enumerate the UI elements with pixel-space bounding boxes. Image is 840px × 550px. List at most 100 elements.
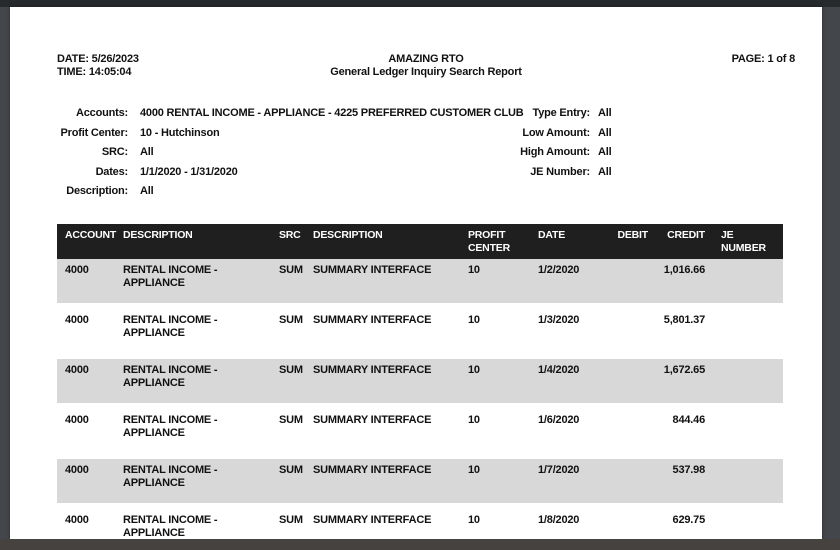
cell-date: 1/2/2020	[538, 264, 580, 276]
column-header-profit-center: PROFIT CENTER	[468, 229, 510, 254]
viewer-bottom-bar	[0, 539, 840, 550]
filter-label: JE Number:	[530, 165, 590, 178]
cell-src: SUM	[279, 514, 303, 526]
cell-profit-center: 10	[468, 264, 480, 276]
filter-label: Accounts:	[76, 107, 128, 119]
cell-description: RENTAL INCOME - APPLIANCE	[123, 314, 218, 339]
cell-account: 4000	[65, 364, 89, 376]
filter-row-profit-center: Profit Center: 10 - Hutchinson	[57, 127, 523, 147]
filter-label: Dates:	[95, 165, 129, 178]
filter-label: Description:	[66, 185, 128, 197]
cell-src: SUM	[279, 364, 303, 376]
table-row: 4000 RENTAL INCOME - APPLIANCE SUM SUMMA…	[57, 409, 783, 459]
cell-src: SUM	[279, 464, 303, 476]
column-header-credit: CREDIT	[667, 229, 705, 241]
filter-row-type-entry: Type Entry: All	[500, 107, 612, 127]
ledger-table: ACCOUNT DESCRIPTION SRC DESCRIPTION PROF…	[57, 224, 783, 539]
cell-src: SUM	[279, 414, 303, 426]
filter-value: All	[598, 107, 612, 119]
cell-credit: 1,672.65	[663, 364, 705, 376]
cell-debit	[596, 264, 648, 303]
cell-credit: 629.75	[672, 514, 705, 526]
column-header-description: DESCRIPTION	[123, 229, 193, 241]
cell-je-number	[705, 314, 783, 359]
filter-label: Low Amount:	[522, 126, 590, 139]
cell-description: RENTAL INCOME - APPLIANCE	[123, 364, 218, 389]
cell-description: RENTAL INCOME - APPLIANCE	[123, 264, 218, 289]
cell-date: 1/7/2020	[538, 464, 580, 476]
cell-credit: 537.98	[672, 464, 705, 476]
time-label: TIME:	[57, 66, 86, 78]
page-indicator: PAGE: 1 of 8	[585, 53, 796, 79]
filter-row-description: Description: All	[57, 185, 523, 205]
table-header-row: ACCOUNT DESCRIPTION SRC DESCRIPTION PROF…	[57, 224, 783, 259]
time-value: 14:05:04	[88, 66, 132, 78]
cell-profit-center: 10	[468, 514, 480, 526]
filter-value: 10 - Hutchinson	[140, 126, 220, 139]
column-header-date: DATE	[538, 229, 566, 241]
cell-account: 4000	[65, 414, 89, 426]
cell-credit: 1,016.66	[663, 264, 705, 276]
filter-panel-left: Accounts: 4000 RENTAL INCOME - APPLIANCE…	[57, 107, 524, 205]
report-header: DATE: 5/26/2023 TIME: 14:05:04 AMAZING R…	[57, 53, 795, 79]
cell-profit-center: 10	[468, 314, 480, 326]
table-row: 4000 RENTAL INCOME - APPLIANCE SUM SUMMA…	[57, 509, 783, 539]
table-row: 4000 RENTAL INCOME - APPLIANCE SUM SUMMA…	[57, 359, 783, 409]
column-header-src-description: DESCRIPTION	[313, 229, 383, 241]
filter-row-low-amount: Low Amount: All	[500, 127, 611, 147]
filter-row-high-amount: High Amount: All	[500, 146, 612, 166]
filter-label: Type Entry:	[532, 107, 591, 119]
cell-debit	[596, 514, 648, 539]
filter-value: All	[140, 185, 154, 197]
filter-panel-right: Type Entry: All Low Amount: All High Amo…	[500, 107, 612, 186]
report-datetime: DATE: 5/26/2023 TIME: 14:05:04	[57, 53, 267, 79]
cell-je-number	[705, 464, 783, 503]
report-title-block: AMAZING RTO General Ledger Inquiry Searc…	[267, 53, 585, 79]
column-header-src: SRC	[279, 229, 301, 241]
filter-row-dates: Dates: 1/1/2020 - 1/31/2020	[57, 166, 523, 186]
viewer-top-bar	[0, 0, 840, 7]
filter-label: Profit Center:	[60, 126, 129, 139]
cell-debit	[596, 314, 648, 359]
table-row: 4000 RENTAL INCOME - APPLIANCE SUM SUMMA…	[57, 309, 783, 359]
filter-value: 1/1/2020 - 1/31/2020	[140, 165, 238, 178]
column-header-account: ACCOUNT	[65, 229, 117, 241]
cell-credit: 844.46	[672, 414, 705, 426]
cell-date: 1/4/2020	[538, 364, 580, 376]
cell-je-number	[705, 414, 783, 459]
cell-date: 1/3/2020	[538, 314, 580, 326]
cell-src-description: SUMMARY INTERFACE	[313, 264, 432, 276]
filter-row-accounts: Accounts: 4000 RENTAL INCOME - APPLIANCE…	[57, 107, 524, 127]
cell-je-number	[705, 264, 783, 303]
page-label: PAGE:	[731, 53, 765, 65]
date-value: 5/26/2023	[91, 53, 139, 65]
filter-value: All	[598, 126, 612, 139]
cell-account: 4000	[65, 514, 89, 526]
filter-label: High Amount:	[520, 146, 590, 158]
column-header-je-number: JE NUMBER	[721, 229, 766, 254]
filter-value: 4000 RENTAL INCOME - APPLIANCE - 4225 PR…	[140, 107, 524, 119]
cell-date: 1/8/2020	[538, 514, 580, 526]
page-value: 1 of 8	[767, 53, 795, 65]
cell-src-description: SUMMARY INTERFACE	[313, 314, 432, 326]
company-name: AMAZING RTO	[388, 53, 464, 65]
cell-description: RENTAL INCOME - APPLIANCE	[123, 514, 218, 539]
cell-je-number	[705, 514, 783, 539]
cell-credit: 5,801.37	[663, 314, 705, 326]
column-header-debit: DEBIT	[617, 229, 648, 241]
filter-row-src: SRC: All	[57, 146, 523, 166]
cell-src-description: SUMMARY INTERFACE	[313, 514, 432, 526]
filter-value: All	[598, 165, 612, 178]
filter-row-je-number: JE Number: All	[500, 166, 611, 186]
cell-src: SUM	[279, 264, 303, 276]
cell-debit	[596, 364, 648, 403]
cell-src-description: SUMMARY INTERFACE	[313, 414, 432, 426]
cell-je-number	[705, 364, 783, 403]
cell-src: SUM	[279, 314, 303, 326]
cell-profit-center: 10	[468, 464, 480, 476]
cell-description: RENTAL INCOME - APPLIANCE	[123, 414, 218, 439]
cell-account: 4000	[65, 264, 89, 276]
cell-description: RENTAL INCOME - APPLIANCE	[123, 464, 218, 489]
cell-date: 1/6/2020	[538, 414, 580, 426]
